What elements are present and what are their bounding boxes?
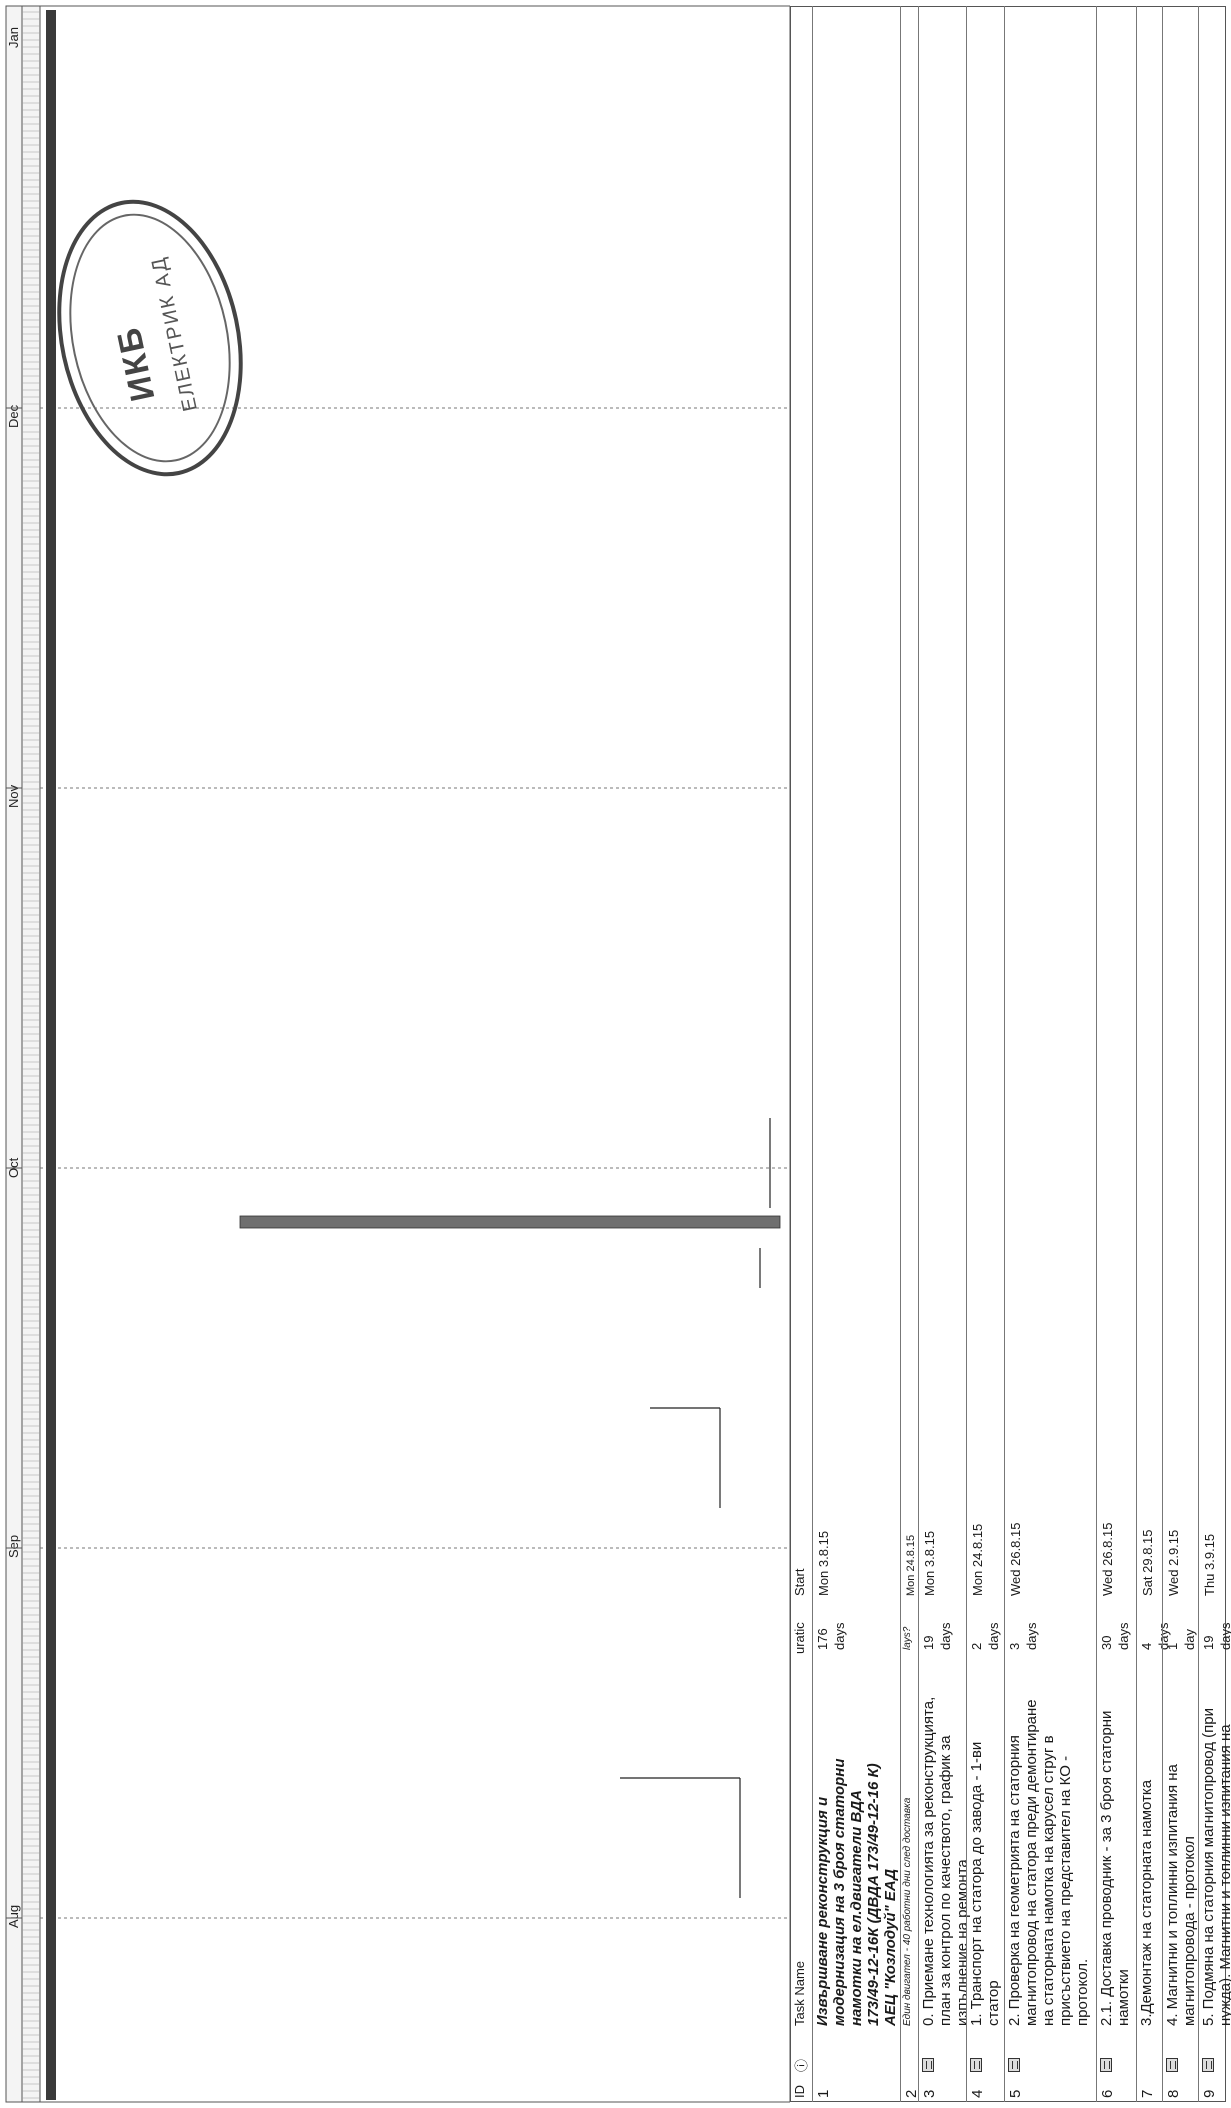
task-note-icon	[970, 2058, 982, 2072]
task-start: Wed 26.8.15	[1100, 1522, 1115, 1596]
task-id: 6	[1099, 2089, 1116, 2098]
task-duration: lays?	[902, 1626, 913, 1650]
task-start: Wed 26.8.15	[1008, 1522, 1023, 1596]
table-row[interactable]: 4 1. Транспорт на статора до завода - 1-в…	[966, 6, 1004, 2102]
task-name: Един двигател - 40 работни дни след дост…	[902, 1797, 913, 2026]
task-rows: 1 Извършване реконструкция и модернизация …	[812, 6, 1231, 2102]
task-name: Извършване реконструкция и модернизация н…	[814, 1758, 899, 2026]
header-id: ID	[792, 2085, 807, 2098]
summary-bar	[46, 10, 56, 2100]
table-row[interactable]: 5 2. Проверка на геометрията на статорния…	[1004, 6, 1096, 2102]
month-label-sep: Sep	[6, 1535, 21, 1558]
header-start: Start	[792, 1568, 807, 1596]
month-label-dec: Dec	[6, 404, 21, 428]
month-label-aug: Aug	[6, 1905, 21, 1928]
table-row[interactable]: 6 2.1. Доставка проводник - за 3 броя ста…	[1096, 6, 1136, 2102]
task-start: Wed 2.9.15	[1166, 1529, 1181, 1596]
task-start: Sat 29.8.15	[1140, 1529, 1155, 1597]
table-row[interactable]: 9 5. Подмяна на статорния магнитопровод (…	[1198, 6, 1231, 2102]
task-note-icon	[1008, 2058, 1020, 2072]
task-name: 5. Подмяна на статорния магнитопровод (п…	[1200, 1707, 1231, 2026]
task-duration: 3 days	[1007, 1622, 1039, 1650]
task-start: Thu 3.9.15	[1202, 1533, 1217, 1596]
task-id: 9	[1201, 2089, 1218, 2098]
task-duration: 1 day	[1165, 1629, 1197, 1650]
task-id: 1	[815, 2089, 832, 2098]
timescale-band	[5, 5, 41, 2103]
task-name: 2.1. Доставка проводник - за 3 броя стат…	[1098, 1710, 1132, 2026]
month-label-nov: Nov	[6, 784, 21, 808]
header-task-name: Task Name	[792, 1960, 807, 2026]
task-id: 8	[1165, 2089, 1182, 2098]
task-duration: 19 days	[1201, 1622, 1231, 1650]
info-icon: ⓘ	[794, 2058, 809, 2072]
task-duration: 19 days	[921, 1622, 953, 1650]
table-row[interactable]: 8 4. Магнитни и топлинни изпитания на магн…	[1162, 6, 1198, 2102]
table-row[interactable]: 1 Извършване реконструкция и модернизация …	[812, 6, 900, 2102]
task-start: Mon 3.8.15	[816, 1530, 831, 1596]
task-id: 5	[1007, 2089, 1024, 2098]
task-id: 7	[1139, 2089, 1156, 2098]
task-start: Mon 24.8.15	[970, 1523, 985, 1596]
header-duration: uratic	[792, 1622, 807, 1654]
task-duration: 2 days	[969, 1622, 1001, 1650]
group-bar	[239, 1215, 781, 1229]
table-row[interactable]: 3 0. Приемане технологията за реконструкц…	[918, 6, 971, 2102]
task-duration: 176 days	[815, 1622, 847, 1650]
task-name: 1. Транспорт на статора до завода - 1-ви…	[968, 1741, 1002, 2026]
task-name: 2. Проверка на геометрията на статорния м…	[1006, 1699, 1091, 2026]
task-note-icon	[922, 2058, 934, 2072]
task-start: Mon 3.8.15	[922, 1530, 937, 1596]
task-id: 4	[969, 2089, 986, 2098]
task-name: 3.Демонтаж на статорната намотка	[1138, 1779, 1155, 2026]
task-note-icon	[1202, 2058, 1214, 2072]
table-header: ID ⓘ Task Name uratic Start	[790, 6, 812, 2102]
table-row[interactable]: 7 3.Демонтаж на статорната намотка 4 days Sa…	[1136, 6, 1171, 2102]
task-name: 0. Приемане технологията за реконструкци…	[920, 1696, 971, 2026]
month-label-jan: Jan	[6, 27, 21, 48]
task-id: 3	[921, 2089, 938, 2098]
task-note-icon	[1100, 2058, 1112, 2072]
table-row[interactable]: 2 Един двигател - 40 работни дни след дос…	[900, 6, 920, 2102]
task-name: 4. Магнитни и топлинни изпитания на магни…	[1164, 1764, 1198, 2026]
task-note-icon	[1166, 2058, 1178, 2072]
task-duration: 30 days	[1099, 1622, 1131, 1650]
